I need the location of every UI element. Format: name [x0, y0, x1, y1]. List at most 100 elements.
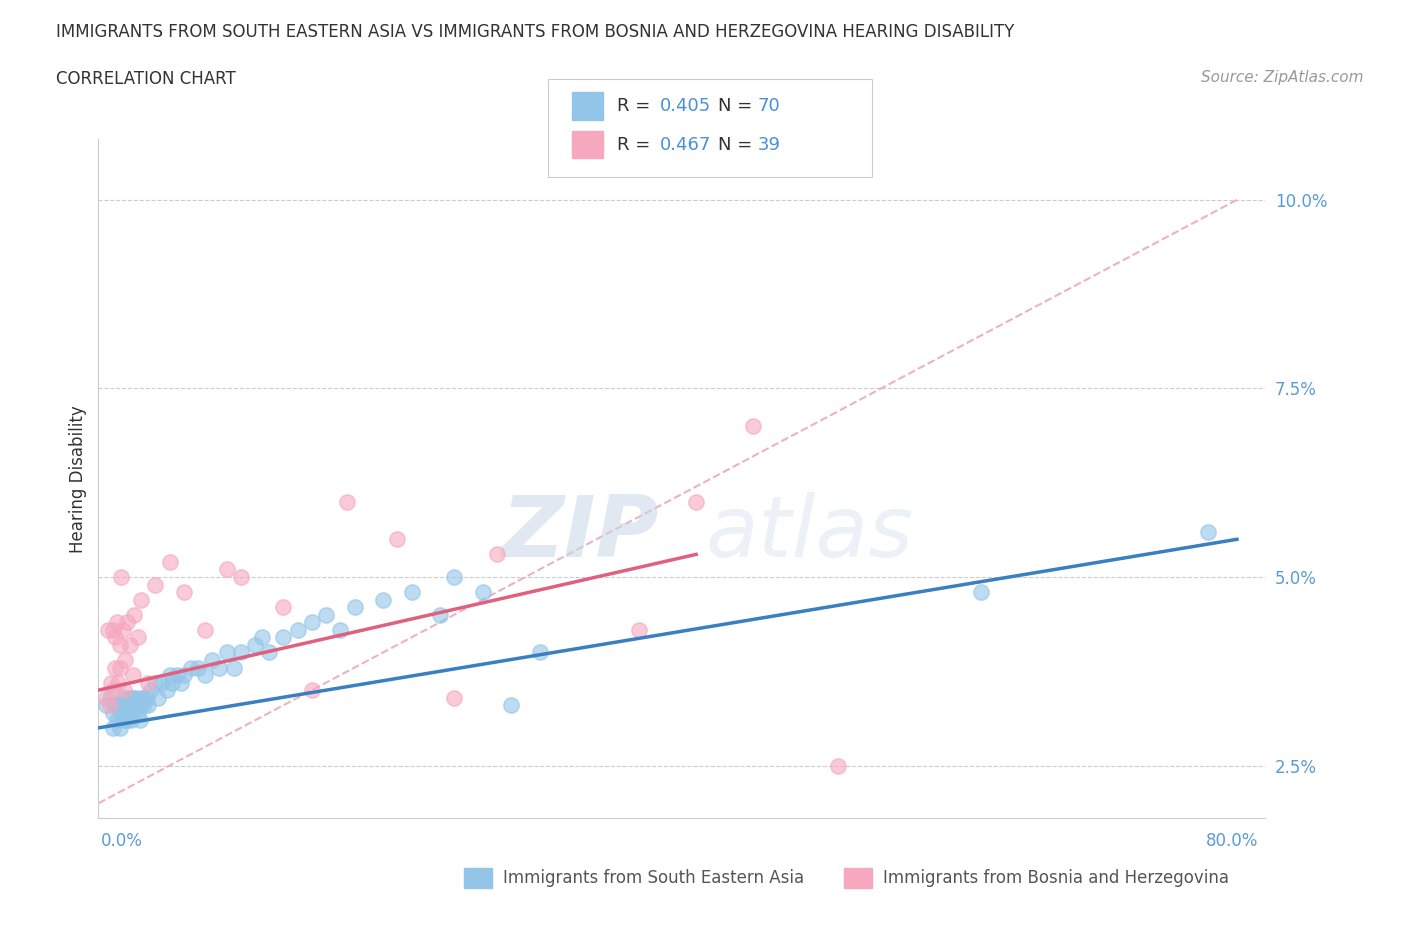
- Point: [501, 698, 523, 712]
- Point: [108, 721, 131, 736]
- Point: [173, 668, 195, 683]
- Point: [208, 660, 231, 675]
- Point: [336, 494, 359, 509]
- Point: [129, 690, 152, 705]
- Point: [742, 418, 765, 433]
- Point: [301, 615, 323, 630]
- Point: [94, 698, 117, 712]
- Point: [152, 675, 174, 690]
- Point: [529, 645, 551, 660]
- Point: [143, 578, 166, 592]
- Point: [215, 645, 238, 660]
- Point: [222, 660, 245, 675]
- Point: [156, 683, 179, 698]
- Point: [118, 690, 141, 705]
- Point: [162, 675, 184, 690]
- Text: Immigrants from Bosnia and Herzegovina: Immigrants from Bosnia and Herzegovina: [883, 869, 1229, 887]
- Point: [104, 660, 127, 675]
- Point: [101, 705, 124, 720]
- Point: [127, 630, 149, 644]
- Point: [118, 637, 141, 652]
- Text: N =: N =: [718, 97, 758, 114]
- Point: [122, 607, 145, 622]
- Point: [117, 705, 139, 720]
- Point: [273, 600, 295, 615]
- Text: R =: R =: [617, 136, 657, 153]
- Point: [122, 705, 145, 720]
- Point: [107, 698, 129, 712]
- Point: [111, 713, 134, 728]
- Point: [118, 698, 141, 712]
- Point: [124, 690, 146, 705]
- Point: [229, 569, 252, 584]
- Point: [970, 585, 993, 600]
- Point: [485, 547, 508, 562]
- Point: [139, 683, 162, 698]
- Point: [429, 607, 451, 622]
- Text: 0.467: 0.467: [659, 136, 711, 153]
- Point: [108, 705, 131, 720]
- Point: [129, 592, 152, 607]
- Point: [194, 622, 217, 637]
- Point: [114, 705, 136, 720]
- Text: Source: ZipAtlas.com: Source: ZipAtlas.com: [1201, 70, 1364, 85]
- Point: [94, 690, 117, 705]
- Text: 0.405: 0.405: [659, 97, 710, 114]
- Point: [110, 569, 132, 584]
- Point: [98, 690, 121, 705]
- Point: [101, 622, 124, 637]
- Text: 39: 39: [758, 136, 780, 153]
- Point: [121, 690, 143, 705]
- Text: atlas: atlas: [706, 492, 914, 575]
- Text: 70: 70: [758, 97, 780, 114]
- Point: [121, 668, 143, 683]
- Point: [114, 653, 136, 668]
- Point: [111, 622, 134, 637]
- Point: [371, 592, 394, 607]
- Point: [128, 713, 150, 728]
- Point: [315, 607, 337, 622]
- Point: [132, 698, 155, 712]
- Point: [127, 705, 149, 720]
- Point: [159, 668, 181, 683]
- Text: IMMIGRANTS FROM SOUTH EASTERN ASIA VS IMMIGRANTS FROM BOSNIA AND HERZEGOVINA HEA: IMMIGRANTS FROM SOUTH EASTERN ASIA VS IM…: [56, 23, 1015, 41]
- Point: [180, 660, 202, 675]
- Point: [105, 713, 128, 728]
- Point: [215, 562, 238, 577]
- Point: [201, 653, 224, 668]
- Point: [101, 721, 124, 736]
- Text: 0.0%: 0.0%: [101, 832, 143, 850]
- Point: [685, 494, 707, 509]
- Point: [115, 690, 138, 705]
- Point: [387, 532, 409, 547]
- Point: [443, 690, 465, 705]
- Point: [108, 637, 131, 652]
- Text: Immigrants from South Eastern Asia: Immigrants from South Eastern Asia: [503, 869, 804, 887]
- Point: [170, 675, 193, 690]
- Point: [115, 713, 138, 728]
- Point: [105, 615, 128, 630]
- Point: [104, 698, 127, 712]
- Point: [148, 690, 170, 705]
- Point: [120, 713, 142, 728]
- Point: [287, 622, 309, 637]
- Point: [115, 615, 138, 630]
- Point: [98, 698, 121, 712]
- Point: [136, 675, 159, 690]
- Y-axis label: Hearing Disability: Hearing Disability: [69, 405, 87, 552]
- Point: [107, 675, 129, 690]
- Point: [273, 630, 295, 644]
- Point: [187, 660, 209, 675]
- Point: [112, 683, 135, 698]
- Point: [125, 698, 148, 712]
- Point: [301, 683, 323, 698]
- Point: [329, 622, 352, 637]
- Point: [110, 698, 132, 712]
- Point: [101, 683, 124, 698]
- Point: [343, 600, 366, 615]
- Point: [159, 554, 181, 569]
- Point: [108, 660, 131, 675]
- Text: ZIP: ZIP: [501, 492, 658, 575]
- Point: [243, 637, 266, 652]
- Point: [250, 630, 273, 644]
